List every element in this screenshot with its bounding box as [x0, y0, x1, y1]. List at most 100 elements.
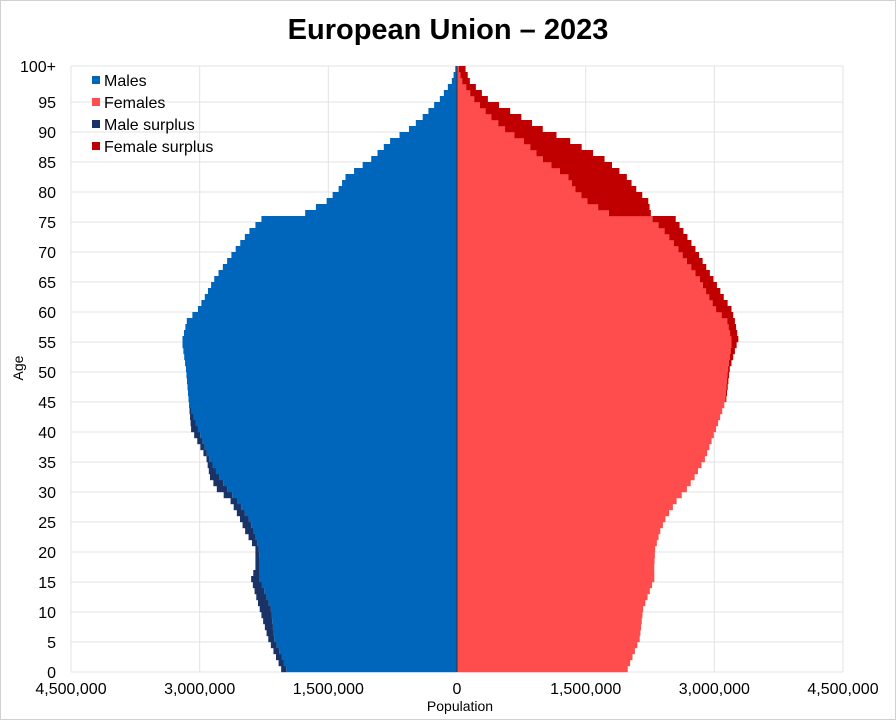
- male-bar: [186, 378, 457, 385]
- male-bar: [184, 354, 457, 361]
- male-bar: [182, 342, 457, 349]
- male-bar: [305, 210, 457, 217]
- female-bar: [457, 246, 679, 253]
- male-surplus-bar: [268, 636, 275, 643]
- male-bar: [259, 552, 457, 559]
- male-bar: [283, 660, 457, 667]
- female-bar: [457, 120, 499, 127]
- female-bar: [457, 168, 560, 175]
- female-bar: [457, 264, 692, 271]
- male-surplus-bar: [189, 402, 190, 409]
- male-bar: [271, 612, 457, 619]
- female-surplus-bar: [678, 246, 696, 253]
- female-bar: [457, 630, 641, 637]
- x-tick-label: 1,500,000: [550, 681, 621, 698]
- x-tick-label: 3,000,000: [679, 681, 750, 698]
- female-bar: [457, 138, 524, 145]
- male-bar: [204, 294, 457, 301]
- male-bar: [447, 84, 457, 91]
- male-surplus-bar: [209, 474, 220, 481]
- male-bar: [286, 666, 457, 673]
- male-bar: [439, 96, 457, 103]
- y-tick-label: 75: [38, 215, 56, 232]
- male-bar: [342, 180, 457, 187]
- female-surplus-bar: [587, 198, 649, 205]
- male-bar: [244, 234, 457, 241]
- female-surplus-bar: [728, 366, 730, 373]
- male-bar: [259, 570, 457, 577]
- male-bar: [235, 246, 457, 253]
- male-bar: [201, 300, 457, 307]
- y-tick-labels: 0 5 10 15 20 25 30 35 40 45 50 55 60 65 70 75 80 85 90 95 10…: [20, 59, 56, 682]
- female-bar: [457, 186, 576, 193]
- male-surplus-bar: [248, 534, 256, 541]
- female-bar: [457, 324, 729, 331]
- female-surplus-bar: [673, 240, 692, 247]
- female-surplus-bar: [682, 252, 700, 259]
- y-tick-label: 55: [38, 335, 56, 352]
- male-bar: [399, 132, 457, 139]
- male-bar: [326, 198, 457, 205]
- female-bar: [457, 648, 635, 655]
- female-bar: [457, 594, 648, 601]
- male-surplus-bar: [242, 522, 252, 529]
- female-surplus-bar: [470, 90, 482, 97]
- male-bar: [408, 126, 457, 133]
- y-tick-label: 90: [38, 125, 56, 142]
- y-tick-label: 25: [38, 515, 56, 532]
- y-tick-label: 15: [38, 575, 56, 592]
- female-bar: [457, 426, 717, 433]
- male-bar: [272, 618, 457, 625]
- male-bar: [222, 264, 457, 271]
- female-bar: [457, 66, 459, 73]
- male-surplus-bar: [208, 468, 216, 475]
- legend-label-female: Females: [104, 95, 165, 112]
- male-surplus-bar: [206, 456, 210, 463]
- y-tick-label: 60: [38, 305, 56, 322]
- male-surplus-bar: [233, 504, 242, 511]
- male-bar: [215, 468, 457, 475]
- male-surplus-bar: [270, 642, 277, 649]
- male-bar: [227, 486, 457, 493]
- male-bar: [218, 270, 457, 277]
- male-bar: [223, 480, 457, 487]
- female-surplus-bar: [725, 390, 728, 397]
- male-bar: [204, 444, 457, 451]
- female-bar: [457, 606, 644, 613]
- female-surplus-bar: [652, 216, 676, 223]
- male-bar: [390, 138, 457, 145]
- female-surplus-bar: [466, 84, 476, 91]
- male-surplus-bar: [190, 420, 196, 427]
- y-tick-label: 100+: [20, 59, 56, 76]
- female-bar: [457, 432, 714, 439]
- x-tick-label: 0: [453, 681, 462, 698]
- female-bar: [457, 402, 725, 409]
- male-bar: [332, 192, 457, 199]
- female-bar: [457, 114, 492, 121]
- female-bar: [457, 660, 631, 667]
- male-bar: [259, 576, 457, 583]
- male-bar: [197, 426, 457, 433]
- male-bar: [315, 204, 457, 211]
- male-bar: [241, 504, 457, 511]
- female-bar: [457, 600, 646, 607]
- male-bar: [185, 324, 458, 331]
- female-bar: [457, 258, 687, 265]
- female-bar: [457, 336, 732, 343]
- female-bar: [457, 408, 723, 415]
- female-surplus-bar: [474, 96, 488, 103]
- male-bar: [200, 432, 457, 439]
- female-bar: [457, 486, 687, 493]
- male-surplus-bar: [255, 546, 259, 553]
- male-surplus-bar: [200, 444, 205, 451]
- male-surplus-bar: [273, 648, 280, 655]
- female-bar: [457, 240, 674, 247]
- male-surplus-bar: [194, 432, 201, 439]
- male-bar: [377, 150, 457, 157]
- y-tick-label: 10: [38, 605, 56, 622]
- legend-swatch-male: [92, 76, 100, 84]
- female-bar: [457, 498, 677, 505]
- female-bar: [457, 96, 475, 103]
- male-bar: [207, 288, 457, 295]
